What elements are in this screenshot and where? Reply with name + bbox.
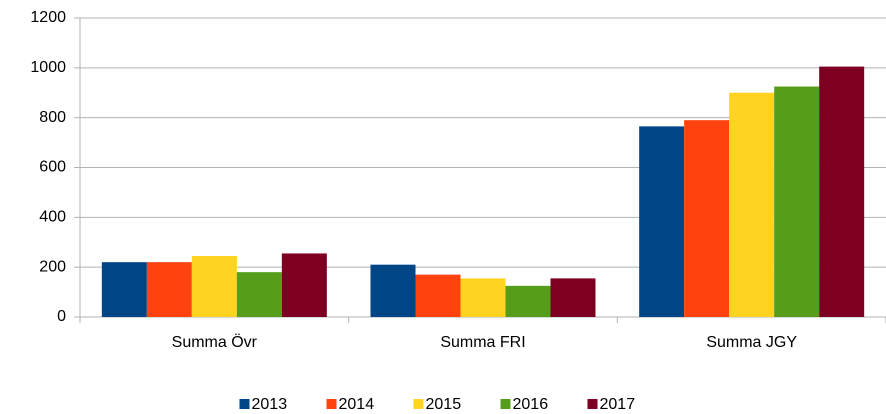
y-tick-label: 1000	[30, 59, 66, 76]
legend-label: 2017	[600, 396, 636, 413]
bar	[191, 255, 237, 317]
legend-label: 2014	[339, 396, 375, 413]
legend-swatch	[500, 399, 511, 409]
y-tick-label: 600	[39, 159, 66, 176]
bar	[146, 262, 192, 317]
bar	[729, 92, 775, 317]
legend-swatch	[326, 399, 337, 409]
bar	[505, 285, 551, 317]
bar	[101, 262, 147, 317]
legend-swatch	[587, 399, 598, 409]
y-tick-label: 0	[57, 308, 66, 325]
y-tick-label: 1200	[30, 9, 66, 26]
legend-label: 2013	[252, 396, 288, 413]
legend-label: 2016	[513, 396, 549, 413]
bar	[819, 66, 865, 318]
legend-swatch	[239, 399, 250, 409]
y-tick-label: 800	[39, 109, 66, 126]
bar	[415, 274, 461, 317]
bar	[550, 278, 596, 317]
x-tick-label: Summa Övr	[172, 333, 258, 351]
x-tick-label: Summa JGY	[706, 334, 797, 351]
bar	[370, 264, 416, 317]
y-tick-label: 200	[39, 258, 66, 275]
bar	[281, 253, 327, 317]
bar	[774, 86, 820, 317]
bar	[460, 278, 506, 317]
y-tick-label: 400	[39, 209, 66, 226]
bar	[639, 126, 685, 317]
x-tick-label: Summa FRI	[440, 334, 525, 351]
legend-label: 2015	[426, 396, 462, 413]
bar	[236, 272, 282, 317]
legend-swatch	[413, 399, 424, 409]
bar	[684, 120, 730, 318]
